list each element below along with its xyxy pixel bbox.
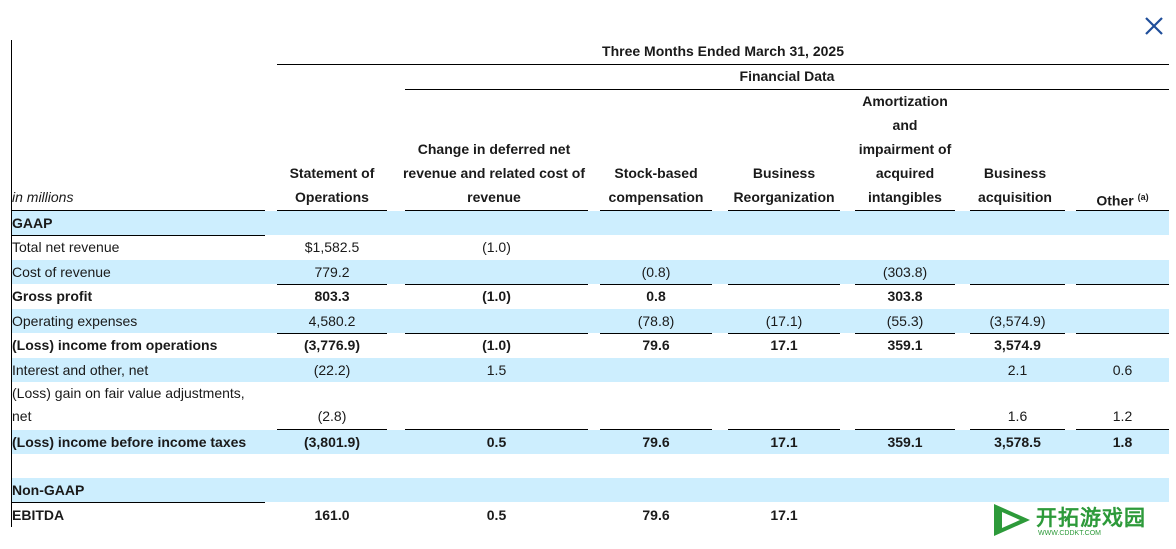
col-header-reorg: Business Reorganization (733, 165, 835, 205)
cell: 1.5 (486, 362, 507, 378)
table-row: Total net revenue $1,582.5 (1.0) (12, 235, 1169, 259)
footnote-a: (a) (1137, 192, 1149, 202)
row-label-continued: net (12, 408, 32, 424)
col-header-statement: Statement of Operations (289, 165, 375, 205)
cell: 303.8 (887, 288, 923, 304)
units-label: in millions (12, 189, 74, 205)
col-header-amortization: Amortization and impairment of acquired … (858, 93, 952, 205)
cell: (78.8) (637, 313, 675, 329)
cell: (3,776.9) (303, 337, 361, 353)
cell: 1.6 (1007, 408, 1028, 424)
cell: 161.0 (314, 507, 350, 523)
cell: 0.6 (1112, 362, 1133, 378)
row-label: (Loss) gain on fair value adjustments, (12, 385, 245, 401)
table-row: Cost of revenue 779.2 (0.8) (303.8) (12, 260, 1169, 284)
financial-data-rule (405, 89, 1169, 90)
row-label: Cost of revenue (12, 264, 111, 280)
table-row: Interest and other, net (22.2) 1.5 2.1 0… (12, 358, 1169, 382)
close-icon[interactable] (1140, 12, 1168, 40)
table-row: net (2.8) 1.6 1.2 (12, 404, 1169, 428)
table-row: (Loss) income from operations (3,776.9) … (12, 333, 1169, 357)
cell: 0.5 (486, 507, 507, 523)
watermark-url: WWW.CDDKT.COM (1038, 530, 1101, 537)
row-label: (Loss) income from operations (12, 337, 218, 353)
cell: (0.8) (641, 264, 671, 280)
cell: 0.8 (646, 288, 666, 304)
section-non-gaap-label: Non-GAAP (12, 482, 85, 498)
cell: (3,574.9) (989, 313, 1046, 329)
cell: 17.1 (770, 507, 798, 523)
table-left-border (11, 40, 12, 527)
table-row: EBITDA 161.0 0.5 79.6 17.1 (12, 503, 1169, 527)
col-header-other: Other (a) (1076, 185, 1169, 213)
table-row: Operating expenses 4,580.2 (78.8) (17.1)… (12, 309, 1169, 333)
row-label: Total net revenue (12, 239, 120, 255)
cell: 1.8 (1112, 434, 1133, 450)
table-row: (Loss) income before income taxes (3,801… (12, 430, 1169, 454)
cell: (55.3) (886, 313, 924, 329)
cell: 0.5 (486, 434, 507, 450)
col-header-acquisition: Business acquisition (978, 165, 1052, 205)
cell: 359.1 (887, 434, 923, 450)
cell: 803.3 (314, 288, 350, 304)
cell: $1,582.5 (304, 239, 360, 255)
row-label: Gross profit (12, 288, 93, 304)
cell: (2.8) (317, 408, 347, 424)
cell: (1.0) (482, 239, 511, 255)
section-gaap-label: GAAP (12, 215, 53, 231)
cell: 17.1 (770, 434, 798, 450)
period-header: Three Months Ended March 31, 2025 (602, 43, 844, 59)
col-header-deferred: Change in deferred net revenue and relat… (402, 141, 586, 205)
section-non-gaap: Non-GAAP (12, 478, 1169, 502)
section-gaap: GAAP (12, 211, 1169, 235)
watermark-logo-icon (994, 504, 1030, 536)
cell: (1.0) (482, 288, 511, 304)
row-label: Interest and other, net (12, 362, 149, 378)
period-rule (277, 64, 1169, 65)
cell: 1.2 (1112, 408, 1133, 424)
cell: (17.1) (765, 313, 803, 329)
cell: 79.6 (642, 337, 670, 353)
row-label: (Loss) income before income taxes (12, 434, 247, 450)
cell: 3,578.5 (994, 434, 1041, 450)
cell: 3,574.9 (994, 337, 1041, 353)
col-header-stock: Stock-based compensation (608, 165, 704, 205)
cell: 779.2 (314, 264, 350, 280)
cell: 4,580.2 (308, 313, 356, 329)
cell: 79.6 (642, 507, 670, 523)
financial-data-header: Financial Data (739, 68, 835, 84)
cell: (22.2) (313, 362, 351, 378)
cell: (1.0) (482, 337, 511, 353)
col-header-other-label: Other (1096, 192, 1134, 209)
cell: (303.8) (882, 264, 928, 280)
table-row: Gross profit 803.3 (1.0) 0.8 303.8 (12, 284, 1169, 308)
cell: 17.1 (770, 337, 798, 353)
row-label: EBITDA (12, 507, 65, 523)
cell: 359.1 (887, 337, 923, 353)
cell: 79.6 (642, 434, 670, 450)
row-label: Operating expenses (12, 313, 138, 329)
cell: 2.1 (1007, 362, 1028, 378)
cell: (3,801.9) (303, 434, 361, 450)
watermark: 开拓游戏园 WWW.CDDKT.COM (990, 498, 1170, 544)
watermark-text: 开拓游戏园 (1036, 507, 1146, 530)
